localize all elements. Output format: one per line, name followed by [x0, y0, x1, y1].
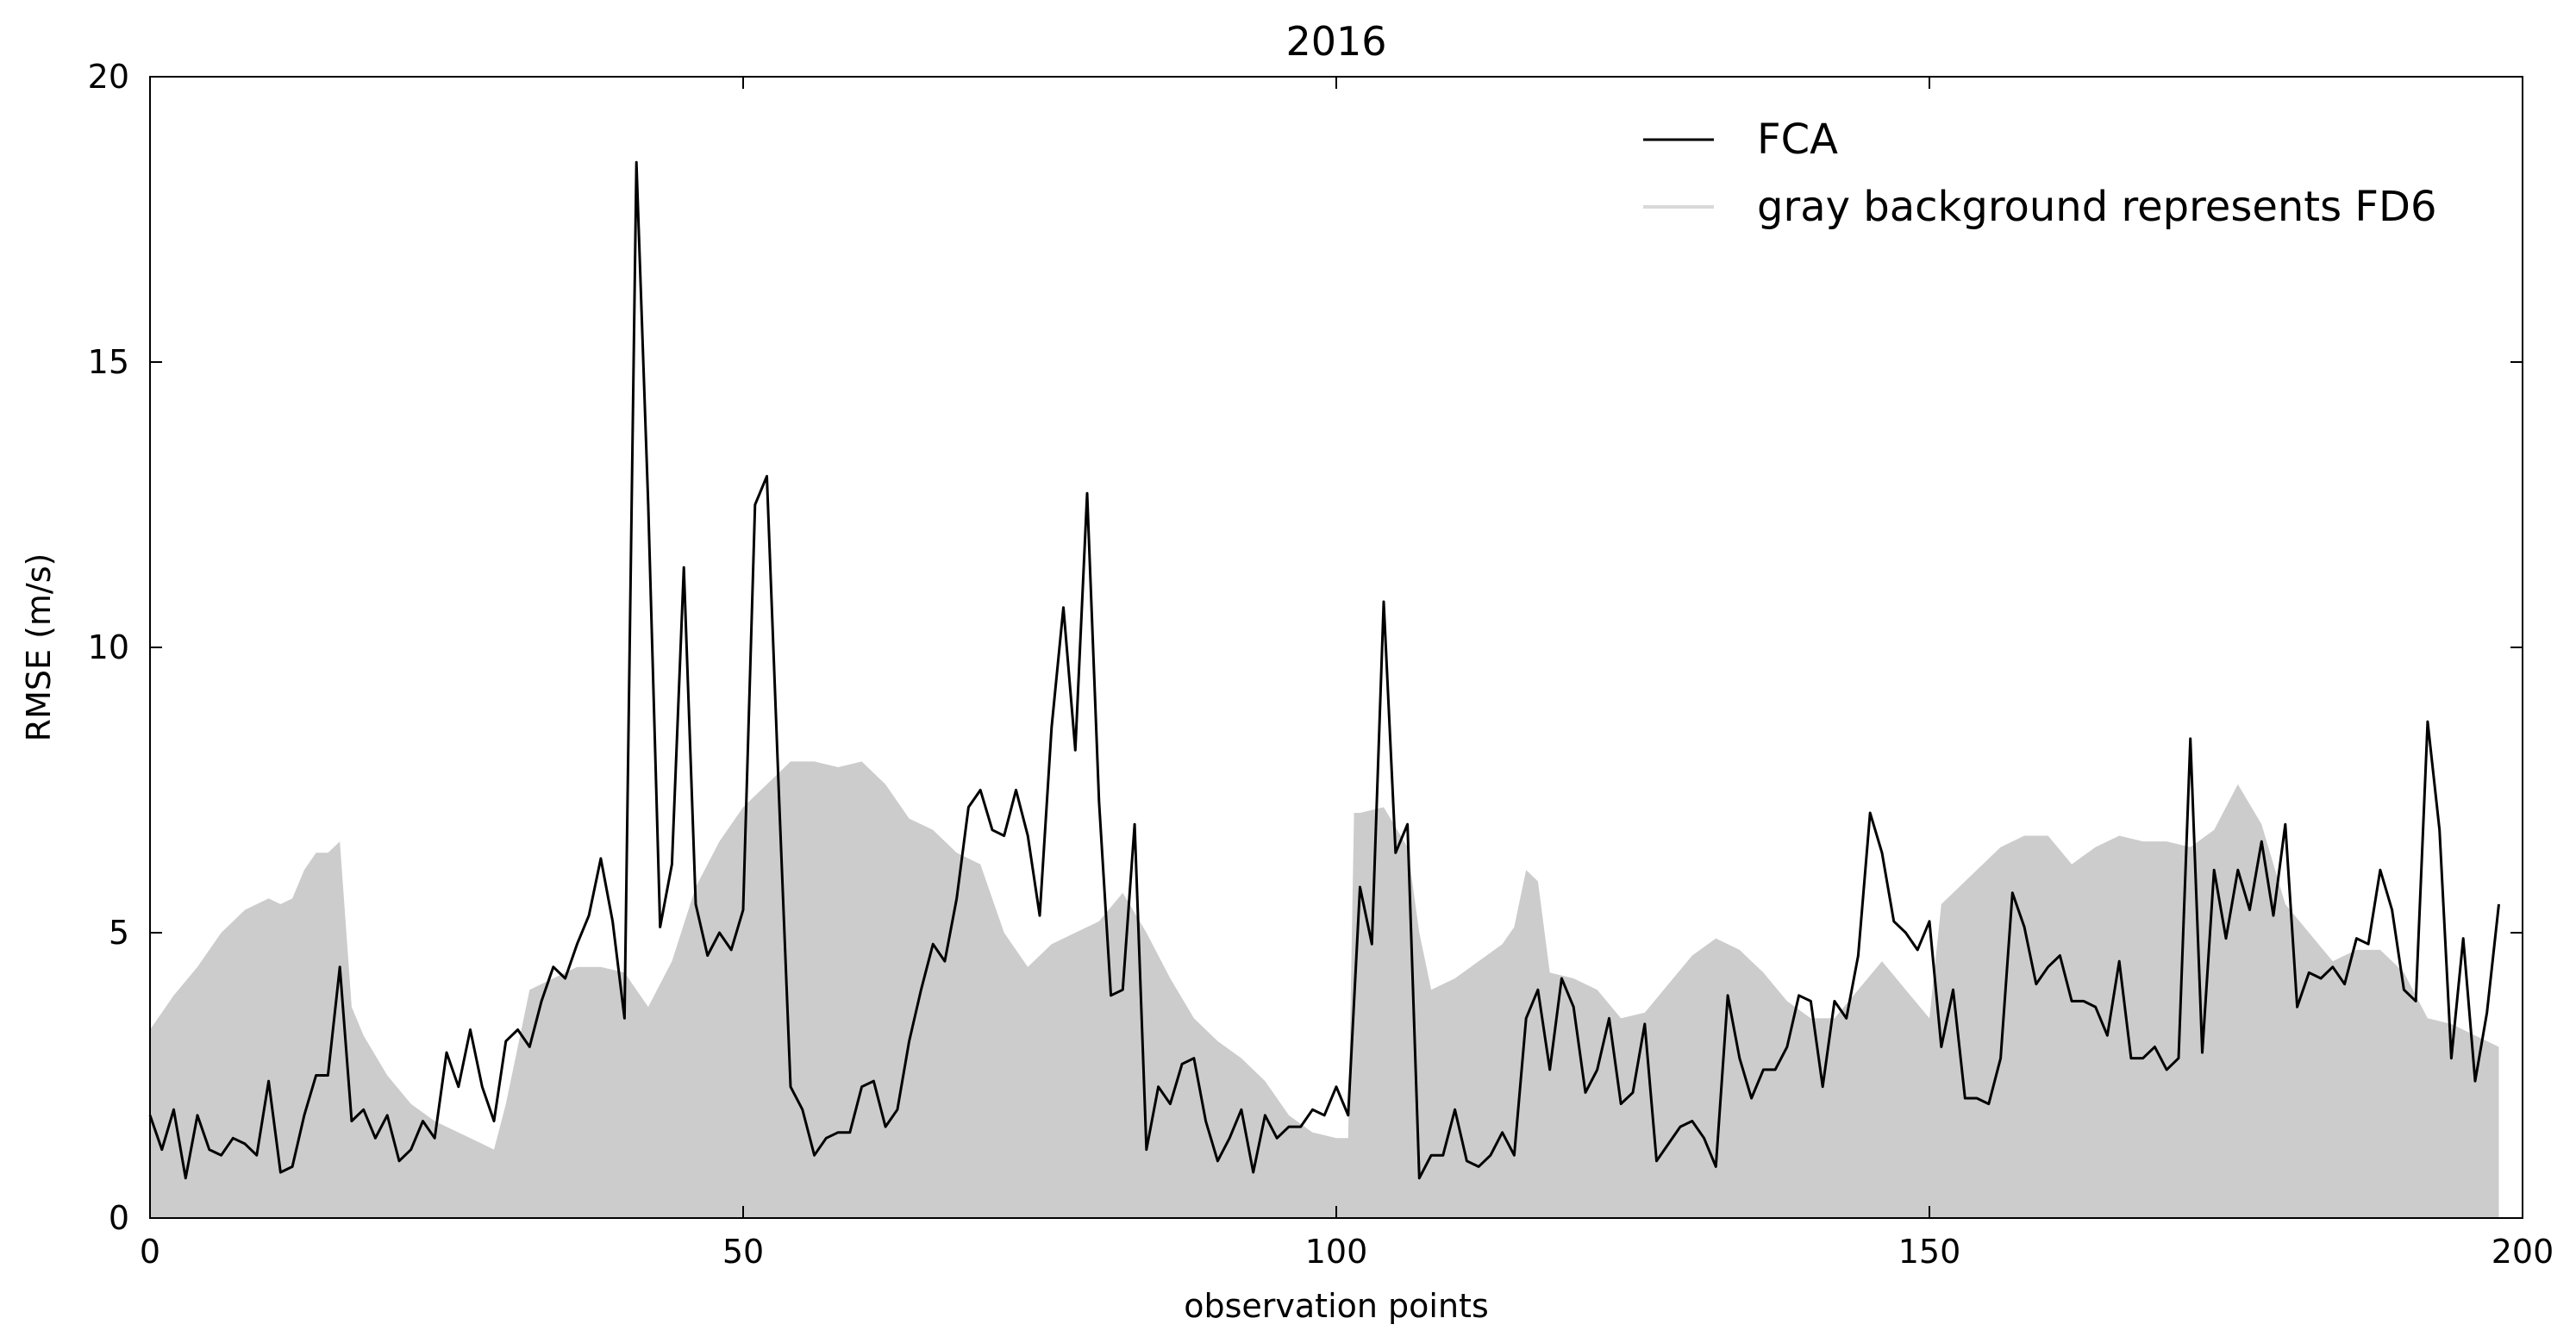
- x-tick-label: 50: [722, 1233, 764, 1271]
- chart-title: 2016: [1285, 18, 1386, 65]
- y-tick-label: 0: [109, 1199, 129, 1237]
- x-tick-label: 200: [2492, 1233, 2554, 1271]
- x-tick-label: 100: [1305, 1233, 1368, 1271]
- y-axis-label: RMSE (m/s): [20, 553, 58, 742]
- fd6-area-layer: [150, 761, 2499, 1218]
- fca-line: [148, 160, 2500, 1180]
- y-tick-label: 20: [88, 58, 129, 96]
- x-tick-label: 0: [140, 1233, 160, 1271]
- legend-fca-label: FCA: [1757, 116, 1838, 164]
- y-tick-label: 10: [88, 628, 129, 666]
- fca-line-layer: [148, 160, 2500, 1180]
- y-tick-label: 5: [109, 914, 129, 952]
- fd6-area: [150, 761, 2499, 1218]
- axis-ticks: 0 50 100 150 200 0 5 10 15 20: [88, 58, 2554, 1271]
- y-tick-label: 15: [88, 343, 129, 381]
- x-tick-label: 150: [1898, 1233, 1961, 1271]
- legend: FCA gray background represents FD6: [1643, 116, 2436, 231]
- legend-fd6-label: gray background represents FD6: [1757, 183, 2436, 231]
- x-axis-label: observation points: [1184, 1287, 1489, 1325]
